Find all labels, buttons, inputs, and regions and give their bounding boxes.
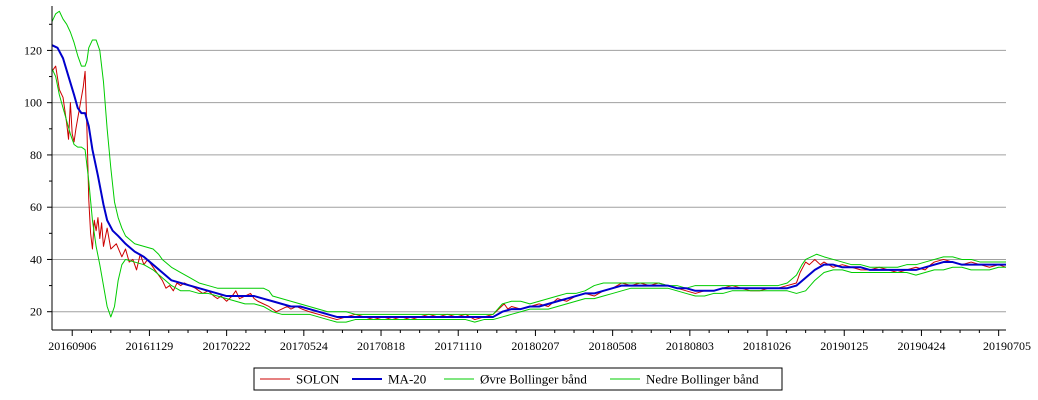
x-axis-ticks: 20160906 20161129 20170222 20170524 20170818… [48, 330, 1031, 353]
series-lines [51, 10, 1007, 323]
y-tick-label: 20 [30, 305, 42, 319]
y-tick-label: 80 [30, 148, 42, 162]
series-line-1 [51, 44, 1006, 318]
x-tick-label: 20170524 [280, 339, 328, 353]
x-tick-label: 20160906 [48, 339, 96, 353]
x-tick-label: 20180508 [589, 339, 637, 353]
legend-label-3: Nedre Bollinger bånd [646, 372, 759, 387]
y-tick-label: 100 [24, 96, 42, 110]
grid-lines [52, 49, 1006, 313]
x-tick-label: 20170818 [357, 339, 405, 353]
x-tick-label: 20161129 [126, 339, 174, 353]
legend-label-2: Øvre Bollinger bånd [480, 372, 587, 387]
x-tick-label: 20190424 [897, 339, 945, 353]
series-line-3 [51, 68, 1006, 323]
y-axis-ticks: 20 40 60 80 100 120 [24, 23, 52, 319]
legend-box [253, 367, 783, 391]
legend-label-0: SOLON [296, 372, 340, 387]
y-tick-label: 40 [30, 252, 42, 266]
y-tick-label: 60 [30, 200, 42, 214]
x-tick-label: 20181026 [743, 339, 791, 353]
x-tick-label: 20171110 [435, 339, 482, 353]
axes [51, 6, 1006, 331]
legend: SOLON MA-20 Øvre Bollinger bånd Nedre Bolli… [253, 367, 783, 391]
x-tick-label: 20190125 [820, 339, 868, 353]
series-line-0 [51, 65, 1007, 321]
legend-label-1: MA-20 [388, 372, 426, 387]
x-tick-label: 20190705 [983, 339, 1031, 353]
x-tick-label: 20180803 [666, 339, 714, 353]
x-tick-label: 20170222 [203, 339, 251, 353]
series-line-2 [51, 10, 1006, 315]
y-tick-label: 120 [24, 43, 42, 57]
x-tick-label: 20180207 [511, 339, 559, 353]
